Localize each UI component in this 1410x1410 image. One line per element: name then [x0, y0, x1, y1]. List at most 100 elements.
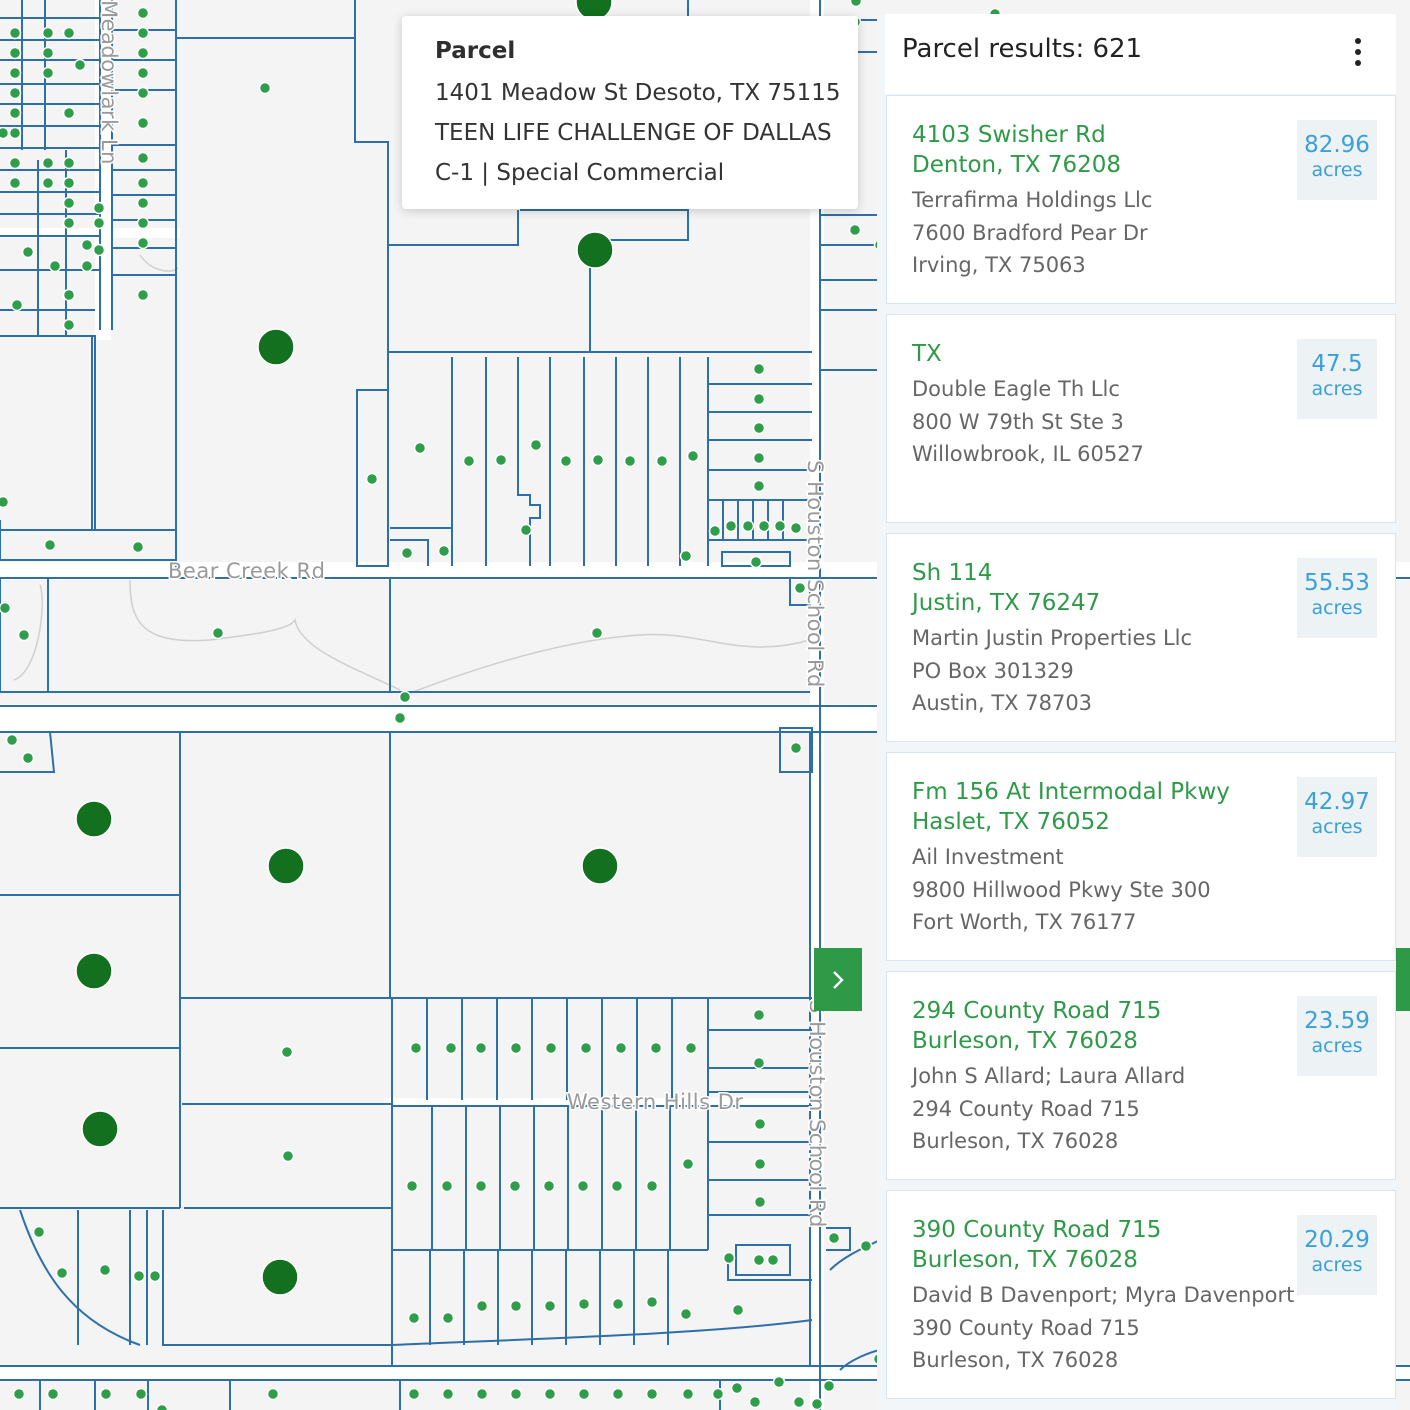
- parcel-dot[interactable]: [41, 26, 55, 40]
- result-card[interactable]: 4103 Swisher Rd Denton, TX 76208 Terrafi…: [886, 95, 1396, 304]
- parcel-dot[interactable]: [41, 176, 55, 190]
- result-address-line2[interactable]: Justin, TX 76247: [912, 590, 1101, 616]
- parcel-dot[interactable]: [136, 151, 150, 165]
- parcel-dot[interactable]: [155, 1403, 169, 1410]
- parcel-dot[interactable]: [99, 1387, 113, 1401]
- parcel-dot[interactable]: [258, 81, 272, 95]
- parcel-dot[interactable]: [610, 1179, 624, 1193]
- parcel-dot[interactable]: [8, 106, 22, 120]
- parcel-dot[interactable]: [8, 156, 22, 170]
- parcel-dot[interactable]: [409, 1041, 423, 1055]
- parcel-dot[interactable]: [611, 1387, 625, 1401]
- result-address-line1[interactable]: TX: [912, 341, 942, 367]
- parcel-dot[interactable]: [0, 495, 10, 509]
- parcel-dot[interactable]: [752, 1056, 766, 1070]
- parcel-dot[interactable]: [62, 216, 76, 230]
- parcel-dot[interactable]: [752, 362, 766, 376]
- parcel-dot[interactable]: [591, 453, 605, 467]
- parcel-dot[interactable]: [645, 1387, 659, 1401]
- parcel-cluster-dot[interactable]: [576, 231, 614, 269]
- parcel-dot[interactable]: [21, 245, 35, 259]
- parcel-dot[interactable]: [789, 741, 803, 755]
- parcel-dot[interactable]: [752, 479, 766, 493]
- parcel-dot[interactable]: [440, 1179, 454, 1193]
- parcel-dot[interactable]: [136, 66, 150, 80]
- parcel-dot[interactable]: [686, 449, 700, 463]
- parcel-cluster-dot[interactable]: [75, 800, 113, 838]
- parcel-dot[interactable]: [62, 288, 76, 302]
- parcel-dot[interactable]: [8, 66, 22, 80]
- result-address-line2[interactable]: Burleson, TX 76028: [912, 1028, 1138, 1054]
- parcel-dot[interactable]: [475, 1299, 489, 1313]
- parcel-dot[interactable]: [400, 546, 414, 560]
- parcel-dot[interactable]: [757, 519, 771, 533]
- parcel-dot[interactable]: [822, 1379, 836, 1393]
- parcel-dot[interactable]: [444, 1041, 458, 1055]
- parcel-dot[interactable]: [407, 1387, 421, 1401]
- parcel-dot[interactable]: [679, 549, 693, 563]
- parcel-dot[interactable]: [614, 1041, 628, 1055]
- parcel-dots-small[interactable]: [0, 0, 1039, 1410]
- result-card[interactable]: Sh 114 Justin, TX 76247 Martin Justin Pr…: [886, 533, 1396, 742]
- parcel-dot[interactable]: [577, 1297, 591, 1311]
- parcel-dot[interactable]: [55, 1266, 69, 1280]
- parcel-dot[interactable]: [266, 1387, 280, 1401]
- parcel-dot[interactable]: [92, 216, 106, 230]
- parcel-dot[interactable]: [731, 1303, 745, 1317]
- parcel-dot[interactable]: [529, 438, 543, 452]
- parcel-dot[interactable]: [80, 259, 94, 273]
- parcel-cluster-dot[interactable]: [75, 952, 113, 990]
- parcel-dot[interactable]: [792, 1395, 806, 1409]
- parcel-dot[interactable]: [494, 453, 508, 467]
- parcel-dot[interactable]: [681, 1387, 695, 1401]
- parcel-dot[interactable]: [132, 1269, 146, 1283]
- parcel-dot[interactable]: [508, 1179, 522, 1193]
- parcel-dot[interactable]: [8, 46, 22, 60]
- parcel-dot[interactable]: [789, 521, 803, 535]
- parcel-dot[interactable]: [62, 106, 76, 120]
- parcel-dot[interactable]: [474, 1179, 488, 1193]
- parcel-dot[interactable]: [393, 711, 407, 725]
- parcel-dot[interactable]: [136, 216, 150, 230]
- parcel-dot[interactable]: [752, 1008, 766, 1022]
- parcel-dot[interactable]: [753, 1157, 767, 1171]
- parcel-dot[interactable]: [519, 523, 533, 537]
- parcel-dot[interactable]: [280, 1045, 294, 1059]
- result-address-line2[interactable]: Haslet, TX 76052: [912, 809, 1110, 835]
- parcel-dot[interactable]: [92, 243, 106, 257]
- parcel-dot[interactable]: [543, 1299, 557, 1313]
- parcel-dot[interactable]: [749, 555, 763, 569]
- parcel-dot[interactable]: [741, 519, 755, 533]
- result-address-line2[interactable]: Burleson, TX 76028: [912, 1247, 1138, 1273]
- result-address-line1[interactable]: 294 County Road 715: [912, 998, 1162, 1024]
- parcel-dot[interactable]: [611, 1297, 625, 1311]
- result-address-line2[interactable]: Denton, TX 76208: [912, 152, 1122, 178]
- parcel-dot[interactable]: [32, 1225, 46, 1239]
- parcel-dot[interactable]: [509, 1041, 523, 1055]
- parcel-dot[interactable]: [46, 1387, 60, 1401]
- parcel-dot[interactable]: [623, 454, 637, 468]
- parcel-dot[interactable]: [48, 259, 62, 273]
- parcel-dot[interactable]: [136, 236, 150, 250]
- parcel-dot[interactable]: [752, 1253, 766, 1267]
- parcel-dot[interactable]: [62, 26, 76, 40]
- parcel-dot[interactable]: [772, 1375, 786, 1389]
- parcel-dot[interactable]: [752, 392, 766, 406]
- parcel-dot[interactable]: [543, 1387, 557, 1401]
- parcel-dot[interactable]: [136, 86, 150, 100]
- parcel-dot[interactable]: [708, 524, 722, 538]
- parcel-dot[interactable]: [136, 26, 150, 40]
- parcel-dot[interactable]: [748, 1395, 762, 1409]
- parcel-dot[interactable]: [43, 538, 57, 552]
- parcel-cluster-dot[interactable]: [257, 328, 295, 366]
- parcel-dot[interactable]: [773, 519, 787, 533]
- parcel-dot[interactable]: [136, 176, 150, 190]
- parcel-dot[interactable]: [827, 1231, 841, 1245]
- parcel-dot[interactable]: [136, 196, 150, 210]
- parcel-dot[interactable]: [17, 628, 31, 642]
- parcel-dot[interactable]: [793, 581, 807, 595]
- parcel-dot[interactable]: [211, 626, 225, 640]
- parcel-dot[interactable]: [649, 1041, 663, 1055]
- parcel-dot[interactable]: [590, 626, 604, 640]
